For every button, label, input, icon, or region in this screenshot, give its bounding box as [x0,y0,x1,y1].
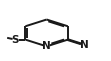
Text: S: S [12,35,19,45]
Text: N: N [80,40,88,50]
Text: N: N [42,41,51,51]
